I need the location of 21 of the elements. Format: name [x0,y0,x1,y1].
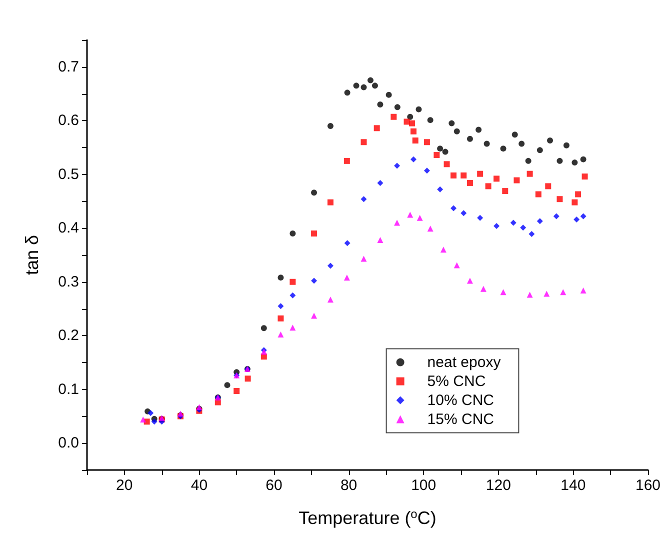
y-tick-label: 0.3 [58,273,79,290]
x-tick-label: 140 [560,477,586,494]
legend-label: 15% CNC [427,410,494,428]
x-tick-label: 40 [190,477,208,494]
x-tick-label: 160 [635,477,661,494]
legend-label: 5% CNC [427,372,486,390]
legend-label: neat epoxy [427,354,502,371]
y-tick-label: 0.5 [58,166,79,183]
y-tick-label: 0.4 [58,220,79,237]
x-tick-label: 120 [486,477,511,494]
x-tick-label: 100 [411,477,436,494]
y-tick-label: 0.7 [58,58,79,76]
y-tick-label: 0.2 [58,327,79,344]
y-axis-title: tan δ [22,234,42,276]
y-tick-label: 0.1 [58,380,79,398]
legend-label: 10% CNC [427,392,494,409]
x-tick-label: 60 [266,477,282,494]
y-tick-label: 0.6 [58,112,79,130]
y-tick-label: 0.0 [58,434,79,452]
x-tick-label: 20 [116,477,133,494]
x-tick-label: 80 [340,477,358,494]
